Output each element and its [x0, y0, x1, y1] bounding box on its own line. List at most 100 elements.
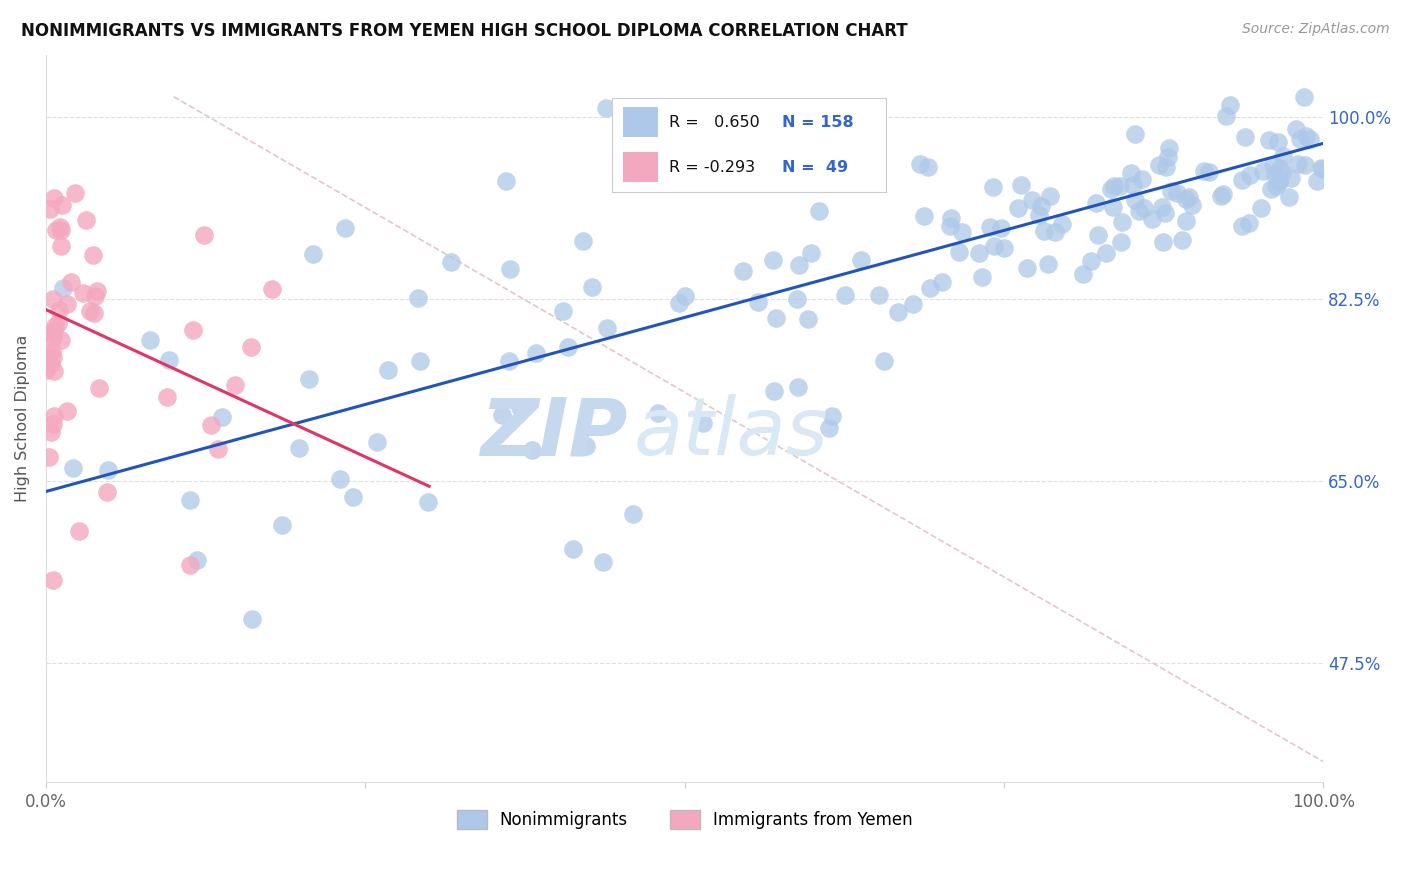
Point [1043, 225, 1066, 239]
Point [56, 404, 79, 418]
Point [786, 380, 808, 394]
Point [596, 321, 619, 335]
Point [1140, 211, 1163, 226]
Point [1234, 130, 1257, 145]
Point [179, 558, 201, 572]
Point [1285, 122, 1308, 136]
Point [557, 340, 579, 354]
Point [983, 239, 1005, 253]
Point [1052, 217, 1074, 231]
Point [967, 246, 990, 260]
Point [972, 270, 994, 285]
Point [1111, 215, 1133, 229]
Point [60, 276, 83, 290]
Point [868, 288, 890, 302]
Point [950, 225, 973, 239]
Point [75, 213, 97, 227]
Point [1039, 189, 1062, 203]
Point [41, 343, 63, 358]
Point [1123, 193, 1146, 207]
Point [592, 556, 614, 570]
Point [575, 439, 598, 453]
Point [1267, 135, 1289, 149]
Point [1294, 89, 1316, 103]
Point [1271, 165, 1294, 179]
Point [595, 101, 617, 115]
Point [51, 198, 73, 212]
Point [498, 354, 520, 368]
Point [1028, 208, 1050, 222]
Point [1153, 206, 1175, 220]
Point [87, 381, 110, 395]
Point [179, 493, 201, 508]
Point [800, 245, 823, 260]
Point [1239, 169, 1261, 183]
Point [1174, 214, 1197, 228]
Point [990, 220, 1012, 235]
Point [509, 401, 531, 415]
Point [1010, 178, 1032, 193]
Point [901, 297, 924, 311]
Point [240, 611, 263, 625]
Text: R = -0.293: R = -0.293 [669, 160, 755, 175]
Point [51, 239, 73, 253]
Point [44, 364, 66, 378]
Point [1268, 161, 1291, 175]
Point [38, 347, 60, 361]
Point [224, 377, 246, 392]
Point [409, 354, 432, 368]
Point [1147, 158, 1170, 172]
Point [647, 406, 669, 420]
Point [1253, 163, 1275, 178]
Point [96, 485, 118, 500]
Point [1295, 128, 1317, 143]
Point [1198, 165, 1220, 179]
Point [83, 306, 105, 320]
Point [1257, 133, 1279, 147]
Point [1310, 161, 1333, 175]
Point [260, 282, 283, 296]
Point [1232, 173, 1254, 187]
Point [79, 303, 101, 318]
Point [692, 416, 714, 430]
Point [42, 330, 65, 344]
Point [851, 252, 873, 267]
Point [335, 220, 357, 235]
Point [240, 340, 263, 354]
Point [1250, 201, 1272, 215]
Point [157, 353, 180, 368]
Point [46, 316, 69, 330]
Point [42, 350, 65, 364]
Point [918, 281, 941, 295]
Point [211, 409, 233, 424]
Point [807, 203, 830, 218]
Text: R =   0.650: R = 0.650 [669, 115, 759, 130]
Point [1021, 193, 1043, 207]
Point [834, 288, 856, 302]
Point [1192, 164, 1215, 178]
Point [42, 324, 65, 338]
Bar [623, 108, 658, 137]
Point [193, 228, 215, 243]
Point [45, 223, 67, 237]
Point [86, 284, 108, 298]
Point [440, 255, 463, 269]
Point [42, 409, 65, 423]
Point [1279, 171, 1302, 186]
Point [48, 303, 70, 318]
Point [38, 202, 60, 216]
Point [1166, 186, 1188, 201]
Point [39, 425, 62, 440]
Point [673, 289, 696, 303]
Point [39, 357, 62, 371]
Text: N = 158: N = 158 [782, 115, 853, 130]
Point [1261, 158, 1284, 172]
Point [1095, 245, 1118, 260]
Point [1071, 267, 1094, 281]
Point [1278, 190, 1301, 204]
Point [138, 333, 160, 347]
Point [818, 421, 841, 435]
Point [1123, 128, 1146, 142]
Point [572, 235, 595, 249]
Point [1160, 184, 1182, 198]
